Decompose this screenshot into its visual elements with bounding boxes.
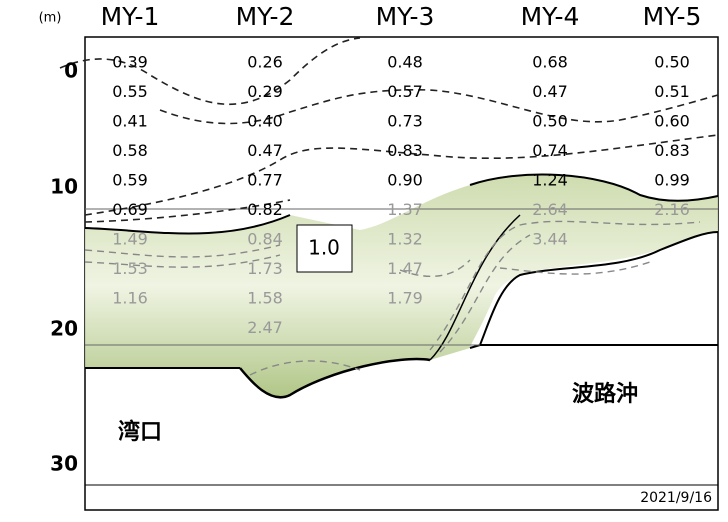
boundary: [239, 357, 431, 399]
cell: 1.47: [387, 259, 423, 278]
depth-label: 30: [50, 452, 78, 476]
cell: 1.37: [387, 200, 423, 219]
cell: 0.29: [247, 82, 283, 101]
cell: 0.83: [654, 141, 690, 160]
cell: 0.68: [532, 53, 568, 72]
cell: 0.74: [532, 141, 568, 160]
contour-label-box: [296, 224, 353, 273]
cell: 0.41: [112, 112, 148, 131]
contour: [84, 199, 291, 223]
contour-label: 1.0: [308, 236, 340, 260]
cell: 3.44: [532, 230, 568, 249]
cell: 0.51: [654, 82, 690, 101]
region-label: 波路沖: [572, 381, 638, 407]
cell: 0.77: [247, 171, 283, 190]
depth-label: 10: [50, 175, 78, 199]
cell: 0.55: [112, 82, 148, 101]
boundary: [469, 231, 719, 349]
cell: 0.84: [247, 230, 283, 249]
cell: 0.58: [112, 141, 148, 160]
cell: 2.16: [654, 200, 690, 219]
boundary: [84, 214, 291, 235]
cell: 0.99: [654, 171, 690, 190]
cell: 0.69: [112, 200, 148, 219]
depth-label: 0: [64, 59, 78, 83]
unit: (m): [39, 11, 62, 26]
depth-label: 20: [50, 317, 78, 341]
cell: 0.82: [247, 200, 283, 219]
cell: 0.50: [532, 112, 568, 131]
date: 2021/9/16: [640, 490, 712, 506]
cell: 0.73: [387, 112, 423, 131]
cell: 1.49: [112, 230, 148, 249]
cell: 0.60: [654, 112, 690, 131]
region-label: 湾口: [118, 419, 162, 445]
cell: 1.16: [112, 289, 148, 308]
contour: [59, 37, 361, 105]
column-header: MY-4: [521, 2, 580, 31]
cell: 0.47: [247, 141, 283, 160]
cell: 0.40: [247, 112, 283, 131]
cell: 0.57: [387, 82, 423, 101]
cell: 0.59: [112, 171, 148, 190]
cell: 0.50: [654, 53, 690, 72]
column-header: MY-1: [101, 2, 160, 31]
cell: 1.58: [247, 289, 283, 308]
column-header: MY-5: [643, 2, 702, 31]
column-header: MY-3: [376, 2, 435, 31]
cell: 1.24: [532, 171, 568, 190]
cell: 1.79: [387, 289, 423, 308]
contour: [84, 220, 701, 376]
column-header: MY-2: [236, 2, 295, 31]
cell: 2.64: [532, 200, 568, 219]
cell: 0.47: [532, 82, 568, 101]
cell: 1.73: [247, 259, 283, 278]
cell: 0.83: [387, 141, 423, 160]
cell: 2.47: [247, 318, 283, 337]
cell: 0.26: [247, 53, 283, 72]
boundary: [469, 173, 719, 202]
boundary: [429, 214, 521, 361]
contour: [159, 88, 719, 125]
contour: [84, 134, 719, 216]
cell: 0.39: [112, 53, 148, 72]
cell: 1.53: [112, 259, 148, 278]
cell: 0.90: [387, 171, 423, 190]
table: MY-1 MY-2 MY-3 MY-4 MY-5 0 10 20 30 0.39 0.26 0.48 0…: [50, 2, 701, 476]
cell: 1.32: [387, 230, 423, 249]
cell: 0.48: [387, 53, 423, 72]
